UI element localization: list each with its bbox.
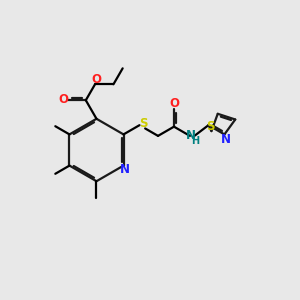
Text: N: N <box>186 129 196 142</box>
Text: O: O <box>92 73 101 86</box>
Text: O: O <box>58 93 68 106</box>
Text: N: N <box>221 133 231 146</box>
Text: H: H <box>191 136 199 146</box>
Text: S: S <box>206 120 214 133</box>
Text: S: S <box>140 117 148 130</box>
Text: N: N <box>119 163 129 176</box>
Text: O: O <box>169 97 179 110</box>
